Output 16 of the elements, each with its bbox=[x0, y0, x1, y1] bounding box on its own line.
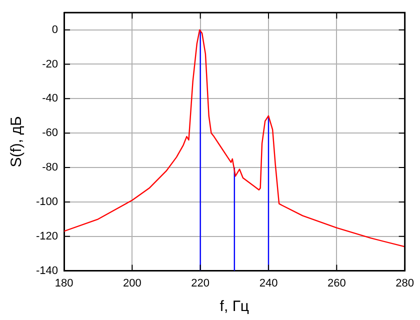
x-tick-label: 280 bbox=[396, 277, 414, 290]
x-axis-title: f, Гц bbox=[220, 298, 250, 316]
x-tick-label: 180 bbox=[54, 277, 74, 290]
y-tick-label: -60 bbox=[42, 127, 58, 140]
y-tick-label: -140 bbox=[36, 264, 58, 277]
x-tick-label: 240 bbox=[259, 277, 278, 290]
y-tick-label: -40 bbox=[42, 92, 58, 105]
y-tick-label: -80 bbox=[42, 162, 58, 174]
x-tick-label: 200 bbox=[123, 277, 142, 290]
y-tick-label: -100 bbox=[36, 196, 58, 208]
y-tick-label: -20 bbox=[42, 58, 58, 70]
x-tick-label: 260 bbox=[327, 277, 346, 290]
x-tick-label: 220 bbox=[191, 277, 210, 290]
y-tick-label: 0 bbox=[52, 24, 58, 36]
y-axis-title: S(f), дБ bbox=[8, 116, 26, 168]
y-tick-label: -120 bbox=[36, 230, 58, 242]
